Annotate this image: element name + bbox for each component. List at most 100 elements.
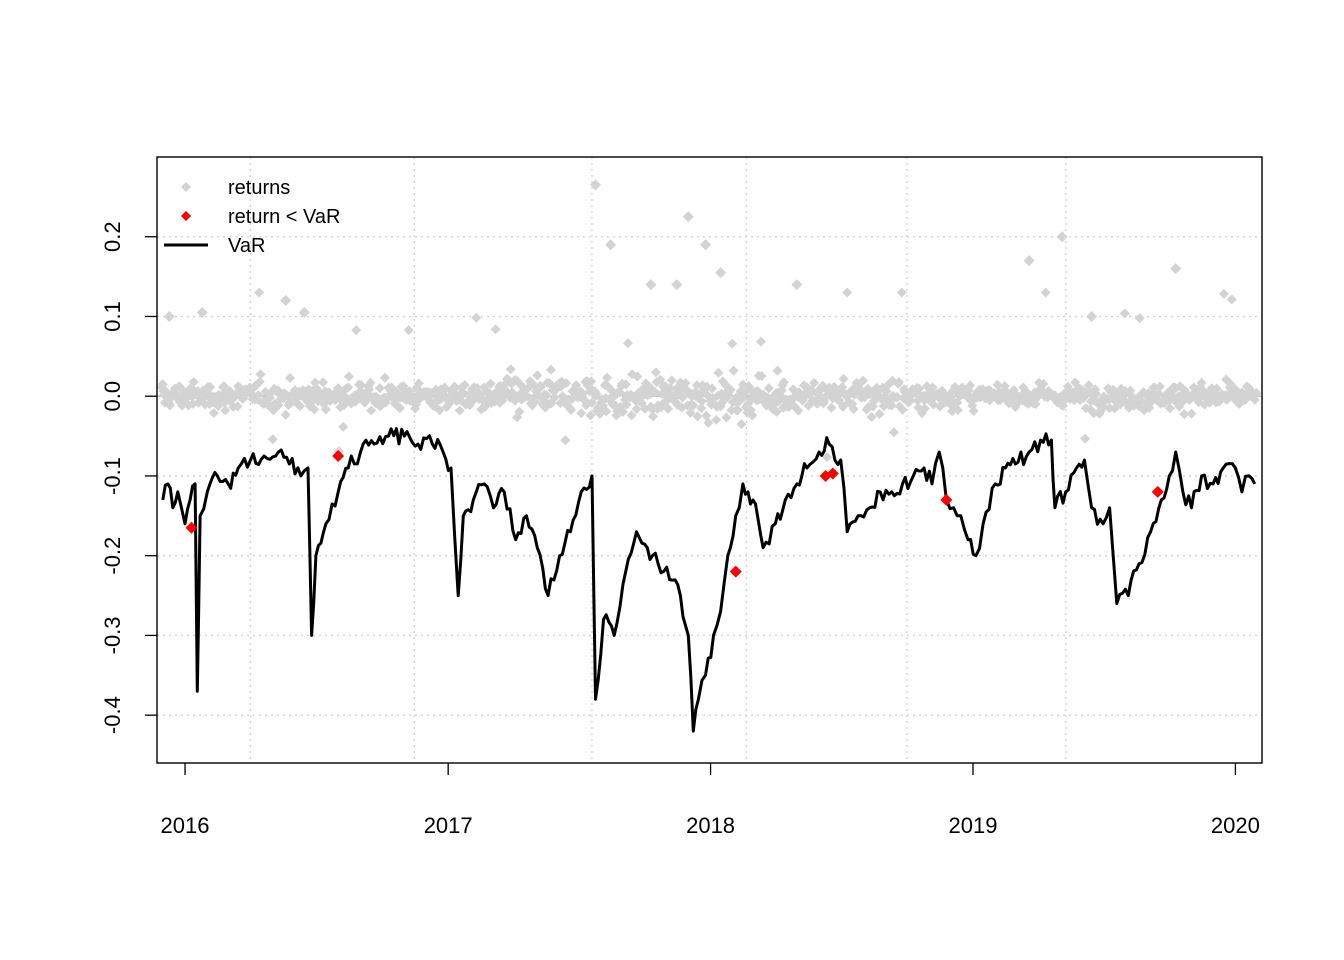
returns-point bbox=[685, 407, 696, 418]
returns-point bbox=[1251, 387, 1262, 398]
returns-point bbox=[727, 338, 738, 349]
breach-point bbox=[826, 467, 839, 480]
returns-point bbox=[309, 404, 320, 415]
returns-point bbox=[631, 403, 642, 414]
returns-point bbox=[645, 279, 657, 291]
returns-point bbox=[1218, 288, 1229, 299]
y-tick-label: 0.2 bbox=[100, 221, 125, 252]
returns-point bbox=[842, 287, 853, 298]
returns-point bbox=[756, 370, 767, 381]
returns-point bbox=[254, 287, 265, 298]
x-tick-label: 2016 bbox=[161, 813, 210, 838]
returns-point bbox=[205, 381, 216, 392]
returns-point bbox=[605, 239, 617, 251]
returns-point bbox=[545, 364, 556, 375]
returns-point bbox=[1186, 408, 1197, 419]
returns-point bbox=[881, 386, 892, 397]
returns-point bbox=[1030, 399, 1041, 410]
y-tick-label: -0.1 bbox=[100, 457, 125, 495]
returns-point bbox=[691, 380, 702, 391]
returns-series bbox=[157, 179, 1262, 463]
returns-point bbox=[454, 405, 465, 416]
returns-point bbox=[632, 371, 643, 382]
x-tick-label: 2017 bbox=[424, 813, 473, 838]
returns-point bbox=[617, 406, 628, 417]
returns-point bbox=[459, 380, 470, 391]
returns-point bbox=[571, 380, 582, 391]
returns-point bbox=[295, 401, 306, 412]
returns-point bbox=[1056, 231, 1068, 243]
x-tick-label: 2020 bbox=[1211, 813, 1260, 838]
returns-point bbox=[188, 377, 199, 388]
returns-point bbox=[622, 338, 633, 349]
returns-point bbox=[602, 372, 613, 383]
y-tick-label: 0.1 bbox=[100, 301, 125, 332]
returns-point bbox=[318, 377, 329, 388]
returns-point bbox=[771, 406, 782, 417]
returns-point bbox=[728, 365, 739, 376]
returns-point bbox=[514, 406, 525, 417]
returns-point bbox=[700, 239, 712, 251]
returns-point bbox=[485, 378, 496, 389]
returns-point bbox=[857, 375, 868, 386]
returns-point bbox=[866, 412, 877, 423]
returns-point bbox=[927, 382, 938, 393]
grid-lines bbox=[157, 157, 1262, 763]
returns-point bbox=[1226, 294, 1237, 305]
returns-point bbox=[356, 379, 367, 390]
legend-marker bbox=[181, 211, 191, 221]
var-line bbox=[161, 427, 1257, 733]
returns-point bbox=[886, 400, 897, 411]
returns-point bbox=[285, 373, 296, 384]
y-tick-label: -0.3 bbox=[100, 616, 125, 654]
x-tick-label: 2018 bbox=[686, 813, 735, 838]
returns-point bbox=[157, 379, 168, 390]
legend-label: return < VaR bbox=[228, 206, 340, 228]
returns-point bbox=[1134, 313, 1145, 324]
x-tick-label: 2019 bbox=[949, 813, 998, 838]
returns-point bbox=[450, 383, 461, 394]
returns-point bbox=[696, 396, 707, 407]
returns-point bbox=[220, 405, 231, 416]
returns-point bbox=[822, 452, 833, 463]
returns-point bbox=[1083, 380, 1094, 391]
returns-point bbox=[208, 407, 219, 418]
returns-point bbox=[374, 383, 385, 394]
returns-point bbox=[586, 376, 597, 387]
returns-point bbox=[671, 279, 683, 291]
returns-point bbox=[253, 390, 264, 401]
returns-point bbox=[232, 401, 243, 412]
returns-point bbox=[541, 390, 552, 401]
var-series bbox=[161, 427, 1257, 733]
returns-point bbox=[1211, 383, 1222, 394]
returns-point bbox=[666, 375, 677, 386]
returns-point bbox=[721, 412, 732, 423]
returns-point bbox=[838, 373, 849, 384]
returns-point bbox=[809, 377, 820, 388]
breach-point bbox=[729, 565, 742, 578]
returns-point bbox=[471, 312, 482, 323]
returns-point bbox=[736, 419, 747, 430]
returns-point bbox=[965, 380, 976, 391]
legend-marker bbox=[181, 182, 191, 192]
returns-point bbox=[320, 404, 331, 415]
returns-point bbox=[394, 403, 405, 414]
breach-point bbox=[332, 450, 345, 463]
returns-point bbox=[919, 403, 930, 414]
returns-point bbox=[1154, 381, 1165, 392]
returns-point bbox=[896, 287, 907, 298]
returns-point bbox=[682, 211, 694, 223]
returns-point bbox=[711, 414, 722, 425]
returns-point bbox=[1196, 377, 1207, 388]
returns-point bbox=[897, 404, 908, 415]
returns-point bbox=[1164, 403, 1175, 414]
returns-point bbox=[1179, 409, 1190, 420]
returns-point bbox=[218, 381, 229, 392]
y-tick-label: -0.2 bbox=[100, 537, 125, 575]
returns-point bbox=[874, 408, 885, 419]
returns-point bbox=[403, 325, 414, 336]
returns-point bbox=[626, 410, 637, 421]
returns-point bbox=[505, 364, 516, 375]
returns-point bbox=[280, 409, 291, 420]
